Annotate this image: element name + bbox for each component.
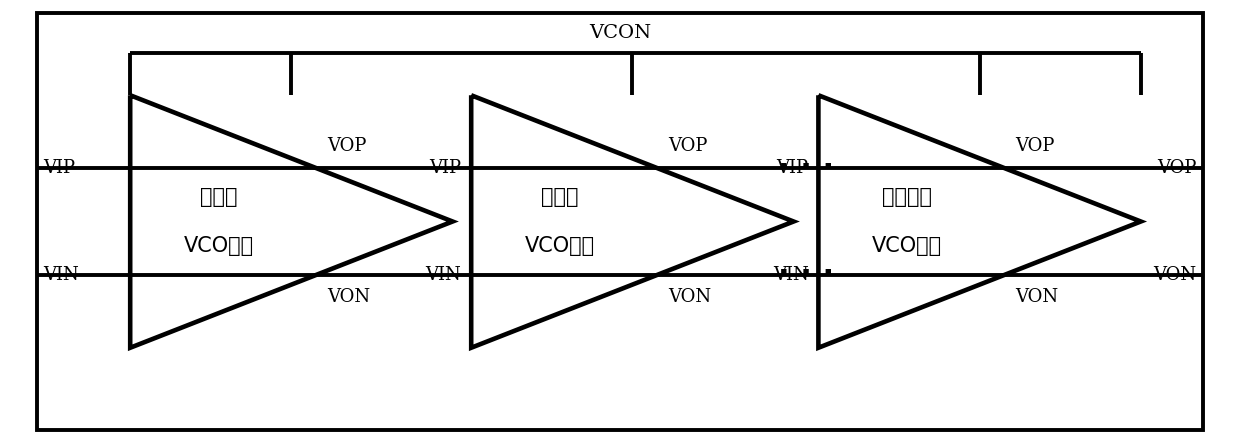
Text: · · ·: · · · xyxy=(777,260,835,289)
Text: 第十五个: 第十五个 xyxy=(882,187,932,207)
Text: VIP: VIP xyxy=(429,159,461,177)
Text: VON: VON xyxy=(1153,266,1197,284)
Text: VCO电路: VCO电路 xyxy=(184,236,254,256)
Text: VIP: VIP xyxy=(43,159,76,177)
Text: VOP: VOP xyxy=(668,137,707,155)
Text: VIN: VIN xyxy=(425,266,461,284)
Text: VOP: VOP xyxy=(327,137,366,155)
Text: VON: VON xyxy=(668,288,711,306)
Text: VCO电路: VCO电路 xyxy=(525,236,595,256)
Text: 第一个: 第一个 xyxy=(200,187,238,207)
Text: 第二个: 第二个 xyxy=(541,187,579,207)
Text: VIN: VIN xyxy=(773,266,808,284)
Text: VIN: VIN xyxy=(43,266,79,284)
Text: VOP: VOP xyxy=(1016,137,1054,155)
Text: · · ·: · · · xyxy=(777,154,835,183)
Text: VON: VON xyxy=(1016,288,1058,306)
Text: VON: VON xyxy=(327,288,370,306)
Text: VCON: VCON xyxy=(589,24,651,42)
Text: VIP: VIP xyxy=(776,159,808,177)
Text: VCO电路: VCO电路 xyxy=(872,236,942,256)
Text: VOP: VOP xyxy=(1157,159,1197,177)
